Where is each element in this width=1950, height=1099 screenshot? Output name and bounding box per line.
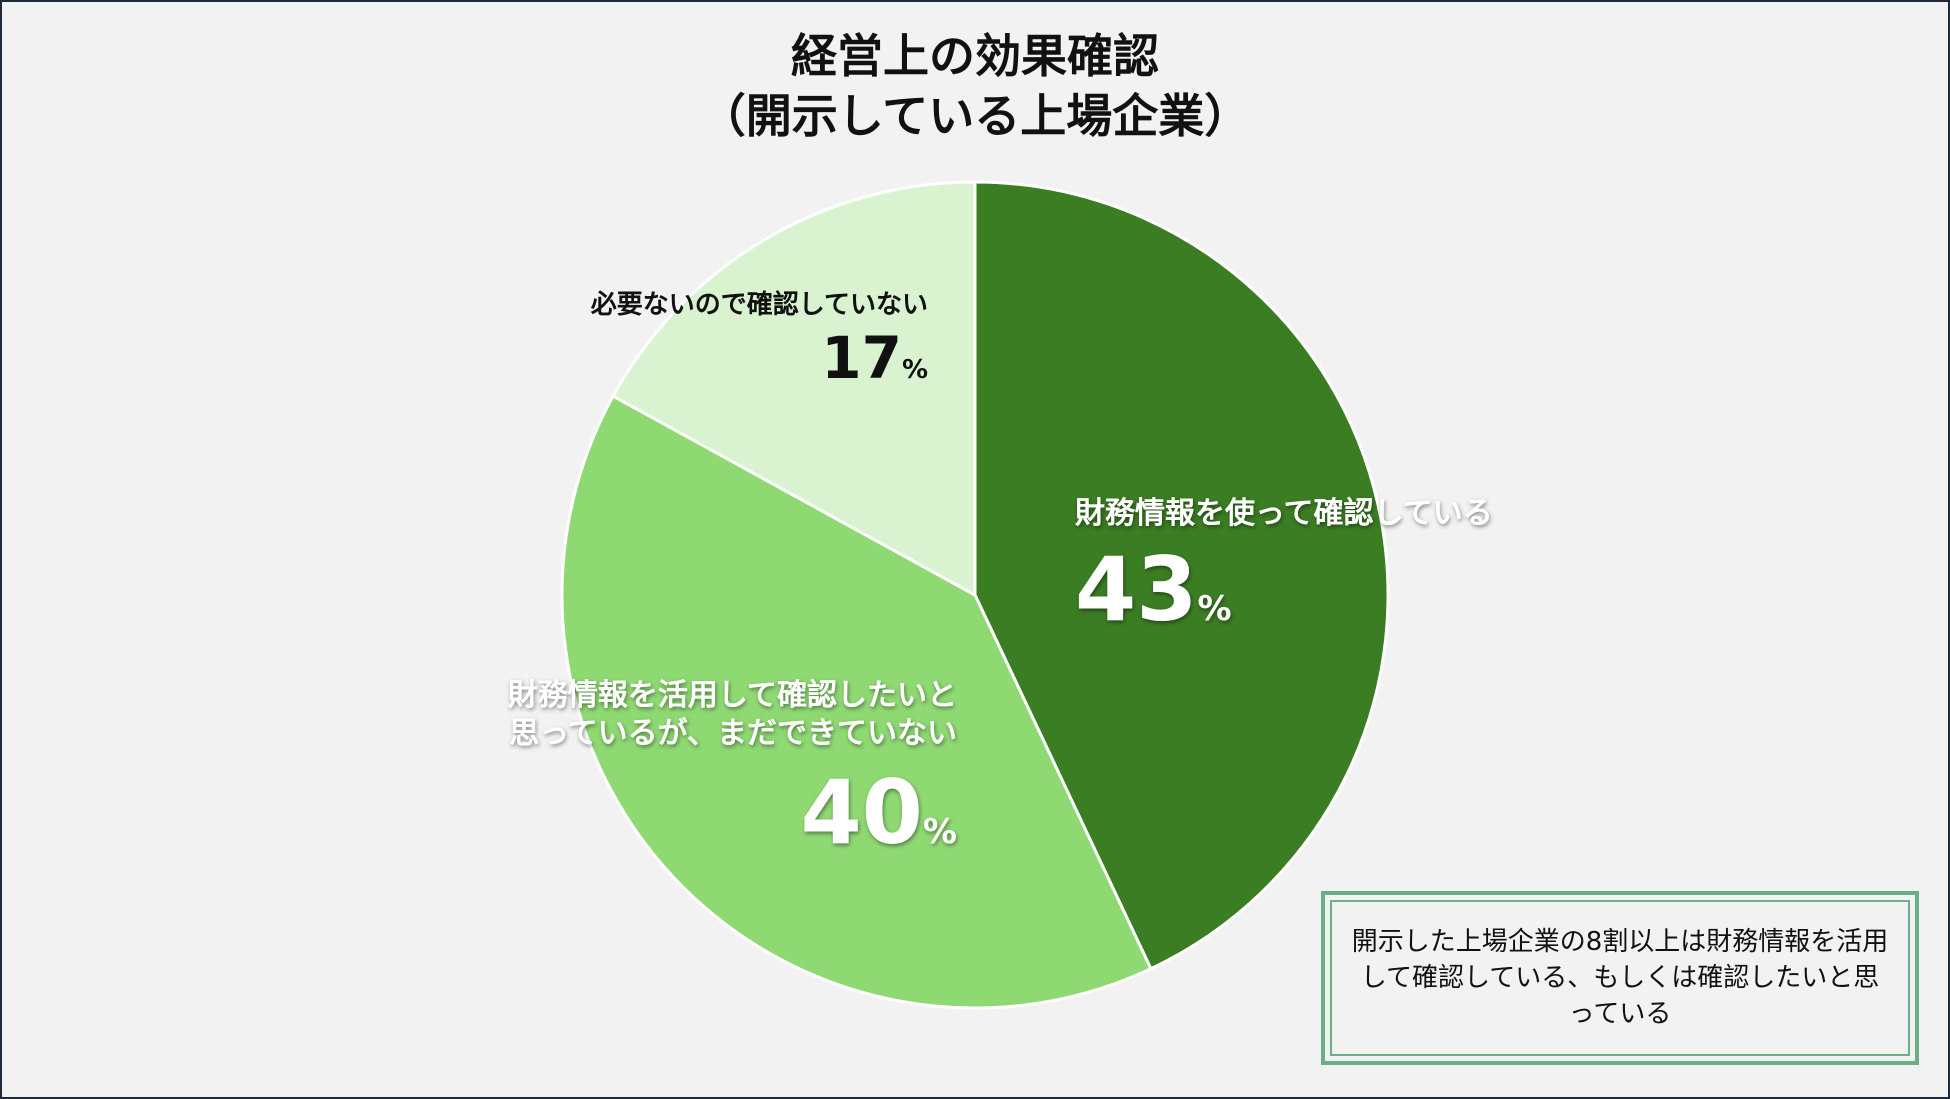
slice-label-text: 財務情報を使って確認している xyxy=(1075,496,1493,531)
slice-label-3: 必要ないので確認していない 17% xyxy=(591,289,928,392)
slice-percent-unit: % xyxy=(1197,589,1231,629)
slice-percent-label: 17% xyxy=(821,324,928,392)
pie-slice-2 xyxy=(560,393,1153,1010)
slice-percent-unit: % xyxy=(902,355,928,385)
summary-note-text: 開示した上場企業の8割以上は財務情報を活用して確認している、もしくは確認したいと… xyxy=(1330,900,1910,1056)
slice-label-text: 財務情報を活用して確認したいと xyxy=(508,678,957,713)
chart-title-line-2: （開示している上場企業） xyxy=(699,89,1251,143)
slice-percent-value: 40 xyxy=(800,761,922,864)
pie-slice-3 xyxy=(611,180,977,598)
chart-title-line-1: 経営上の効果確認 xyxy=(791,29,1159,83)
slice-percent-label: 43% xyxy=(1075,538,1232,641)
slice-label-1: 財務情報を使って確認している 43% xyxy=(1075,496,1493,641)
chart-title: 経営上の効果確認 （開示している上場企業） xyxy=(0,26,1950,146)
slice-percent-unit: % xyxy=(923,812,957,852)
slice-percent-value: 17 xyxy=(821,324,902,392)
slice-label-text: 必要ないので確認していない xyxy=(591,289,928,320)
summary-note-box: 開示した上場企業の8割以上は財務情報を活用して確認している、もしくは確認したいと… xyxy=(1321,891,1919,1065)
pie-slice-1 xyxy=(973,180,1390,971)
slice-percent-label: 40% xyxy=(800,761,957,864)
slice-percent-value: 43 xyxy=(1075,538,1197,641)
slice-label-text: 思っているが、まだできていない xyxy=(509,716,957,751)
